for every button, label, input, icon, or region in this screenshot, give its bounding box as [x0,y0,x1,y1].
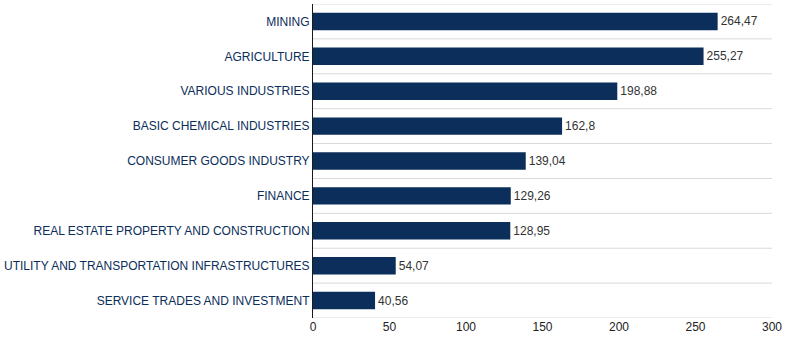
svg-text:54,07: 54,07 [399,259,429,273]
svg-text:198,88: 198,88 [620,84,657,98]
svg-text:REAL ESTATE PROPERTY AND CONST: REAL ESTATE PROPERTY AND CONSTRUCTION [34,224,310,238]
svg-text:250: 250 [685,320,705,334]
svg-text:100: 100 [456,320,476,334]
svg-text:SERVICE TRADES AND INVESTMENT: SERVICE TRADES AND INVESTMENT [97,294,311,308]
svg-text:BASIC CHEMICAL INDUSTRIES: BASIC CHEMICAL INDUSTRIES [133,119,310,133]
svg-text:255,27: 255,27 [707,49,744,63]
svg-text:139,04: 139,04 [529,154,566,168]
svg-text:MINING: MINING [266,15,309,29]
svg-text:129,26: 129,26 [514,189,551,203]
svg-text:40,56: 40,56 [378,294,408,308]
svg-text:200: 200 [609,320,629,334]
svg-text:264,47: 264,47 [721,14,758,28]
svg-text:VARIOUS INDUSTRIES: VARIOUS INDUSTRIES [180,84,309,98]
svg-text:50: 50 [383,320,397,334]
svg-text:300: 300 [762,320,782,334]
svg-text:162,8: 162,8 [565,119,595,133]
svg-text:0: 0 [310,320,317,334]
svg-text:AGRICULTURE: AGRICULTURE [224,50,309,64]
svg-text:128,95: 128,95 [513,224,550,238]
svg-text:CONSUMER GOODS INDUSTRY: CONSUMER GOODS INDUSTRY [127,154,309,168]
svg-text:150: 150 [532,320,552,334]
svg-text:UTILITY AND TRANSPORTATION INF: UTILITY AND TRANSPORTATION INFRASTRUCTUR… [4,259,310,273]
svg-text:FINANCE: FINANCE [257,189,310,203]
